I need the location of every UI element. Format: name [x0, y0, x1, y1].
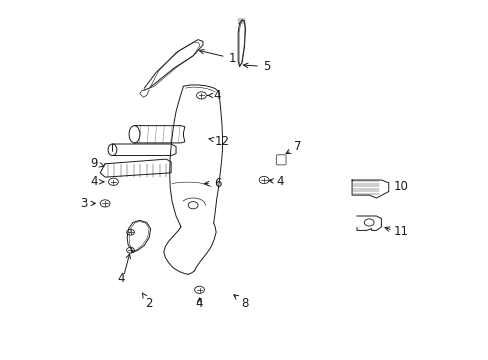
Text: 9: 9 [90, 157, 103, 170]
Text: 1: 1 [199, 49, 236, 65]
Text: 2: 2 [142, 293, 153, 310]
Text: 4: 4 [276, 175, 283, 188]
Text: 4: 4 [207, 89, 221, 102]
Text: 3: 3 [80, 197, 95, 210]
Text: 7: 7 [285, 140, 301, 154]
Text: 4: 4 [90, 175, 103, 188]
Text: 12: 12 [208, 135, 229, 148]
Text: 10: 10 [393, 180, 407, 193]
Text: 6: 6 [204, 177, 221, 190]
Text: 5: 5 [243, 60, 270, 73]
Text: 8: 8 [233, 295, 248, 310]
Text: 11: 11 [393, 225, 408, 238]
Text: 4: 4 [117, 273, 125, 285]
Text: 4: 4 [195, 297, 203, 310]
